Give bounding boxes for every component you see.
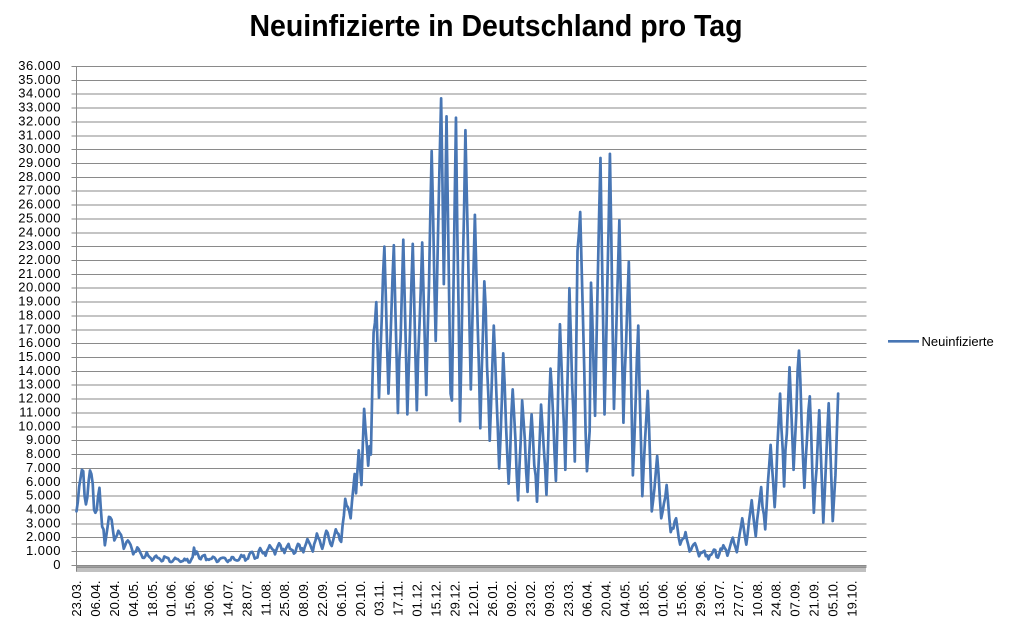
svg-text:15.000: 15.000	[18, 349, 61, 364]
svg-text:34.000: 34.000	[18, 86, 61, 101]
svg-text:8.000: 8.000	[26, 446, 61, 461]
svg-text:10.000: 10.000	[18, 418, 61, 433]
svg-text:0: 0	[53, 557, 61, 572]
svg-text:23.03.: 23.03.	[561, 581, 576, 617]
svg-text:18.000: 18.000	[18, 307, 61, 322]
svg-text:6.000: 6.000	[26, 474, 61, 489]
svg-text:29.12.: 29.12.	[447, 581, 462, 617]
svg-text:5.000: 5.000	[26, 488, 61, 503]
svg-text:9.000: 9.000	[26, 432, 61, 447]
svg-text:05.10.: 05.10.	[825, 581, 840, 617]
svg-text:26.000: 26.000	[18, 197, 61, 212]
svg-text:16.000: 16.000	[18, 335, 61, 350]
svg-text:14.07.: 14.07.	[220, 581, 235, 617]
svg-text:15.06.: 15.06.	[674, 581, 689, 617]
svg-text:08.09.: 08.09.	[296, 581, 311, 617]
svg-text:12.000: 12.000	[18, 391, 61, 406]
svg-text:07.09.: 07.09.	[788, 581, 803, 617]
svg-text:25.000: 25.000	[18, 210, 61, 225]
svg-text:01.06.: 01.06.	[655, 581, 670, 617]
svg-text:21.000: 21.000	[18, 266, 61, 281]
svg-text:10.08.: 10.08.	[750, 581, 765, 617]
svg-text:09.02.: 09.02.	[504, 581, 519, 617]
svg-text:17.11.: 17.11.	[391, 581, 406, 616]
svg-text:23.000: 23.000	[18, 238, 61, 253]
svg-text:27.000: 27.000	[18, 183, 61, 198]
svg-text:Neuinfizierte in Deutschland p: Neuinfizierte in Deutschland pro Tag	[250, 8, 743, 43]
svg-text:21.09.: 21.09.	[807, 581, 822, 617]
svg-text:36.000: 36.000	[18, 58, 61, 73]
svg-text:32.000: 32.000	[18, 113, 61, 128]
svg-text:25.08.: 25.08.	[277, 581, 292, 617]
svg-text:26.01.: 26.01.	[485, 581, 500, 617]
svg-text:06.10.: 06.10.	[334, 581, 349, 617]
svg-text:20.10.: 20.10.	[353, 581, 368, 617]
svg-text:04.05.: 04.05.	[617, 581, 632, 617]
svg-text:18.05.: 18.05.	[145, 581, 160, 617]
svg-text:Neuinfizierte: Neuinfizierte	[922, 334, 994, 349]
svg-text:14.000: 14.000	[18, 363, 61, 378]
svg-text:29.06.: 29.06.	[693, 581, 708, 617]
svg-text:11.08.: 11.08.	[258, 581, 273, 616]
svg-text:4.000: 4.000	[26, 501, 61, 516]
svg-text:27.07.: 27.07.	[731, 581, 746, 617]
svg-text:01.06.: 01.06.	[164, 581, 179, 617]
svg-text:11.000: 11.000	[19, 404, 61, 419]
svg-text:20.000: 20.000	[18, 280, 61, 295]
svg-text:13.000: 13.000	[18, 377, 61, 392]
svg-text:28.07.: 28.07.	[239, 581, 254, 617]
svg-text:23.02.: 23.02.	[523, 581, 538, 617]
svg-text:30.000: 30.000	[18, 141, 61, 156]
svg-text:20.04.: 20.04.	[107, 581, 122, 617]
svg-text:15.06.: 15.06.	[183, 581, 198, 617]
svg-text:28.000: 28.000	[18, 169, 61, 184]
svg-text:22.09.: 22.09.	[315, 581, 330, 617]
svg-text:04.05.: 04.05.	[126, 581, 141, 617]
svg-text:06.04.: 06.04.	[580, 581, 595, 617]
svg-text:17.000: 17.000	[18, 321, 61, 336]
svg-text:19.000: 19.000	[18, 294, 61, 309]
svg-text:23.03.: 23.03.	[69, 581, 84, 617]
svg-text:15.12.: 15.12.	[428, 581, 443, 617]
svg-text:12.01.: 12.01.	[466, 581, 481, 617]
svg-text:24.000: 24.000	[18, 224, 61, 239]
svg-text:01.12.: 01.12.	[410, 581, 425, 617]
svg-text:7.000: 7.000	[26, 460, 61, 475]
svg-text:18.05.: 18.05.	[636, 581, 651, 617]
svg-text:03.11.: 03.11.	[372, 581, 387, 616]
svg-text:31.000: 31.000	[18, 127, 61, 142]
svg-text:1.000: 1.000	[26, 543, 61, 558]
svg-text:06.04.: 06.04.	[88, 581, 103, 617]
svg-text:3.000: 3.000	[26, 515, 61, 530]
svg-text:30.06.: 30.06.	[202, 581, 217, 617]
svg-text:29.000: 29.000	[18, 155, 61, 170]
svg-text:13.07.: 13.07.	[712, 581, 727, 617]
svg-text:35.000: 35.000	[18, 72, 61, 87]
svg-text:22.000: 22.000	[18, 252, 61, 267]
svg-text:33.000: 33.000	[18, 100, 61, 115]
svg-text:09.03.: 09.03.	[542, 581, 557, 617]
svg-text:2.000: 2.000	[26, 529, 61, 544]
svg-text:24.08.: 24.08.	[769, 581, 784, 617]
svg-text:20.04.: 20.04.	[599, 581, 614, 617]
svg-text:19.10.: 19.10.	[844, 581, 859, 617]
